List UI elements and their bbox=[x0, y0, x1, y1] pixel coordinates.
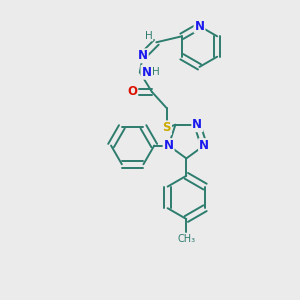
Text: N: N bbox=[164, 139, 174, 152]
Text: O: O bbox=[127, 85, 137, 98]
Text: N: N bbox=[194, 20, 205, 33]
Text: N: N bbox=[199, 139, 209, 152]
Text: H: H bbox=[152, 67, 160, 77]
Text: N: N bbox=[138, 49, 148, 62]
Text: N: N bbox=[141, 66, 152, 79]
Text: CH₃: CH₃ bbox=[177, 234, 195, 244]
Text: S: S bbox=[163, 121, 171, 134]
Text: H: H bbox=[145, 31, 153, 41]
Text: N: N bbox=[192, 118, 202, 131]
